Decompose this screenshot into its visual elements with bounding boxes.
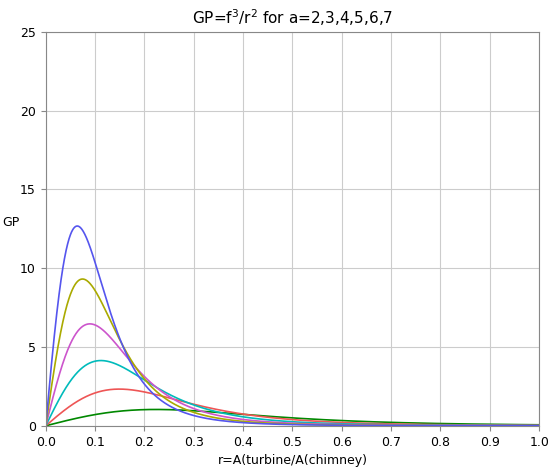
X-axis label: r=A(turbine/A(chimney): r=A(turbine/A(chimney) [217,454,368,467]
Y-axis label: GP: GP [3,216,20,229]
Title: GP=f$^3$/r$^2$ for a=2,3,4,5,6,7: GP=f$^3$/r$^2$ for a=2,3,4,5,6,7 [192,7,393,27]
